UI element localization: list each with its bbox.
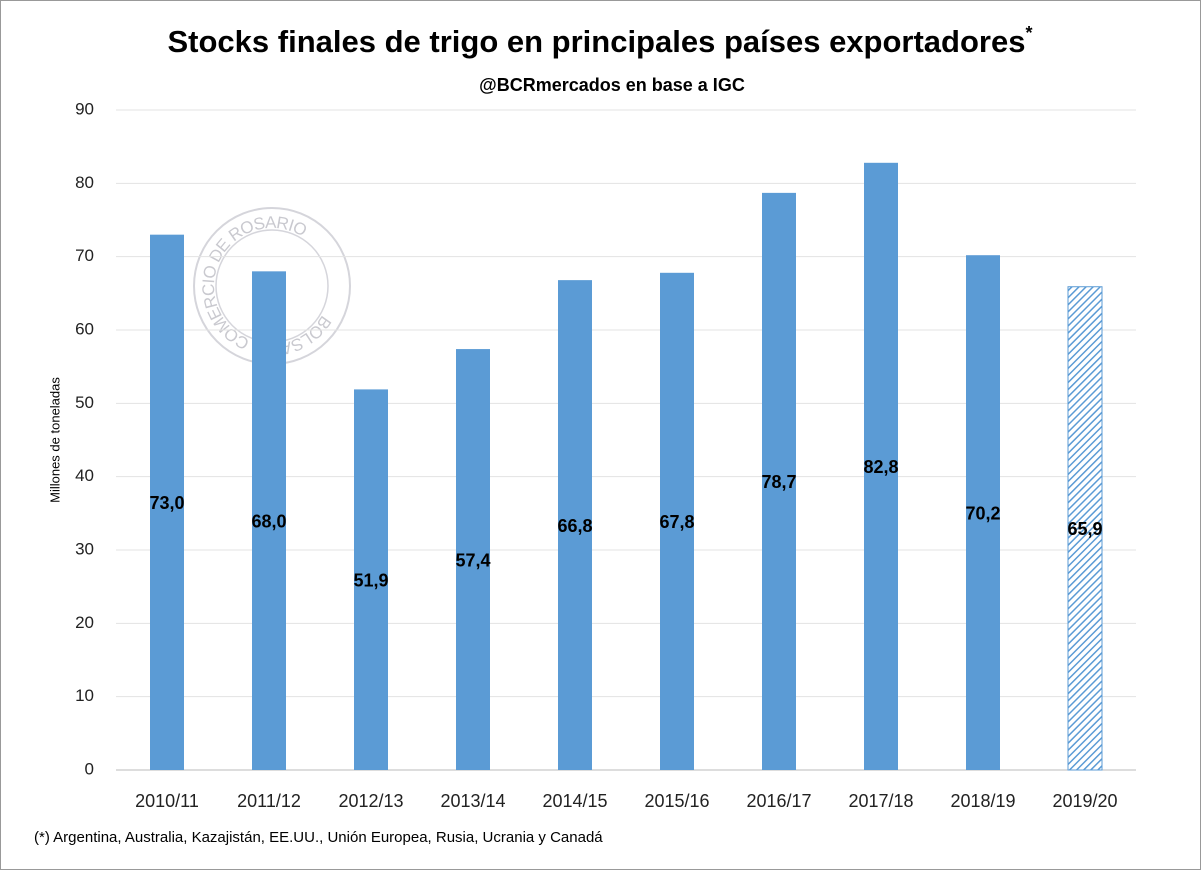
y-tick-label: 60: [75, 319, 94, 338]
x-tick-label: 2016/17: [746, 791, 811, 811]
value-label: 68,0: [251, 511, 286, 531]
y-tick-label: 80: [75, 173, 94, 192]
chart-subtitle: @BCRmercados en base a IGC: [479, 75, 745, 95]
bar: [966, 255, 1000, 770]
bar: [456, 349, 490, 770]
y-tick-label: 20: [75, 613, 94, 632]
y-tick-label: 70: [75, 246, 94, 265]
value-label: 66,8: [557, 516, 592, 536]
value-label: 57,4: [455, 550, 490, 570]
x-tick-label: 2018/19: [950, 791, 1015, 811]
x-tick-label: 2019/20: [1052, 791, 1117, 811]
value-label: 67,8: [659, 512, 694, 532]
bar: [150, 234, 184, 770]
y-tick-label: 40: [75, 466, 94, 485]
x-tick-label: 2015/16: [644, 791, 709, 811]
y-tick-label: 50: [75, 393, 94, 412]
x-tick-label: 2017/18: [848, 791, 913, 811]
y-tick-label: 0: [85, 759, 94, 778]
value-label: 78,7: [761, 472, 796, 492]
x-tick-label: 2014/15: [542, 791, 607, 811]
bar: [864, 162, 898, 771]
x-tick-label: 2011/12: [237, 791, 301, 811]
chart-title: Stocks finales de trigo en principales p…: [168, 23, 1033, 59]
x-tick-label: 2012/13: [338, 791, 403, 811]
bar: [762, 192, 796, 770]
title-mark: *: [1025, 23, 1032, 43]
y-tick-label: 30: [75, 539, 94, 558]
x-tick-label: 2010/11: [135, 791, 199, 811]
bar: [660, 272, 694, 770]
y-axis-label: Millones de toneladas: [47, 377, 62, 503]
y-tick-label: 10: [75, 686, 94, 705]
value-label: 82,8: [863, 457, 898, 477]
value-label: 65,9: [1067, 519, 1102, 539]
value-label: 73,0: [149, 493, 184, 513]
title-text: Stocks finales de trigo en principales p…: [168, 24, 1026, 59]
x-tick-label: 2013/14: [440, 791, 505, 811]
footnote: (*) Argentina, Australia, Kazajistán, EE…: [34, 829, 603, 846]
bar: [1067, 286, 1103, 771]
value-label: 70,2: [965, 503, 1000, 523]
bar: [558, 280, 592, 770]
bar: [252, 271, 286, 770]
value-label: 51,9: [353, 570, 388, 590]
bar: [354, 389, 388, 770]
y-tick-label: 90: [75, 99, 94, 118]
